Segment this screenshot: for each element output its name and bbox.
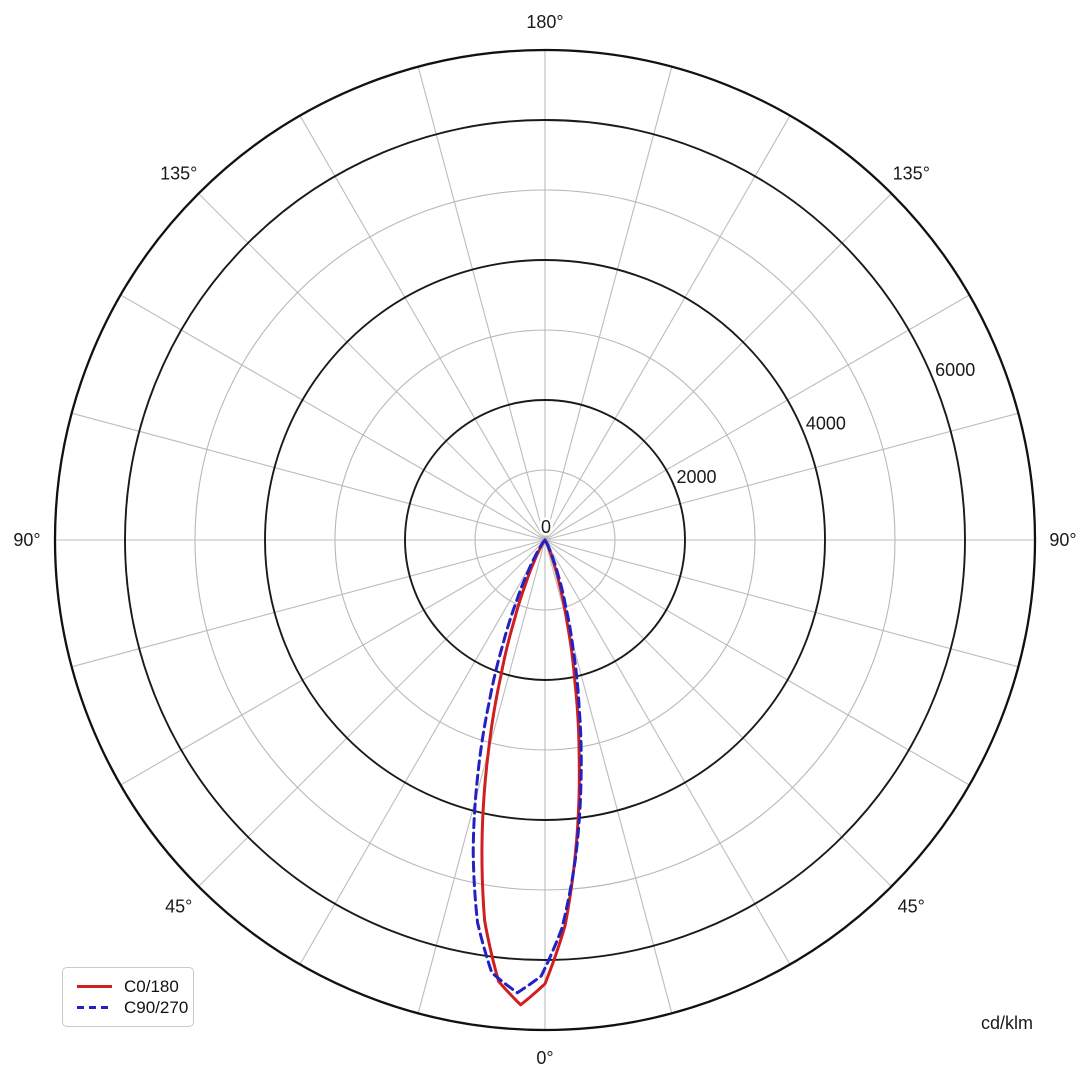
curve-c90-270 xyxy=(471,538,583,995)
grid-spoke xyxy=(198,539,546,887)
dashed-line-swatch-icon xyxy=(77,1006,112,1009)
grid-spoke xyxy=(544,539,791,965)
grid-spoke xyxy=(120,294,546,541)
angle-label: 135° xyxy=(893,164,930,184)
legend: C0/180 C90/270 xyxy=(62,967,194,1027)
grid-spoke xyxy=(544,115,791,541)
grid-ring-major xyxy=(404,399,686,681)
grid-spoke xyxy=(71,539,546,668)
grid-ring-minor xyxy=(474,469,616,611)
grid-spoke xyxy=(544,539,892,887)
unit-label: cd/klm xyxy=(981,1013,1034,1033)
grid-spoke xyxy=(544,412,1019,541)
grid-spoke xyxy=(198,193,546,541)
angle-label: 90° xyxy=(13,530,40,550)
angle-label: 180° xyxy=(526,12,563,32)
legend-label-c90-270: C90/270 xyxy=(124,998,189,1017)
grid-ring-major xyxy=(124,119,966,961)
r-tick-label: 2000 xyxy=(676,467,716,487)
grid-spoke xyxy=(299,115,546,541)
grid-spoke xyxy=(417,539,546,1014)
grid-spoke xyxy=(544,539,970,786)
grid-spoke xyxy=(544,66,673,541)
grid-spoke xyxy=(544,539,1019,668)
r-tick-label: 0 xyxy=(541,517,551,537)
grid-ring-minor xyxy=(194,189,896,891)
solid-line-swatch-icon xyxy=(77,985,112,988)
grid-spoke xyxy=(71,412,546,541)
curve-c0-180 xyxy=(480,538,581,1007)
angle-label: 45° xyxy=(165,896,192,916)
grid-spoke xyxy=(120,539,546,786)
grid-spoke xyxy=(417,66,546,541)
angle-label: 0° xyxy=(536,1048,553,1068)
angle-label: 90° xyxy=(1049,530,1076,550)
grid-spoke xyxy=(544,294,970,541)
grid-ring-major xyxy=(264,259,826,821)
grid-ring-minor xyxy=(334,329,756,751)
r-tick-label: 6000 xyxy=(935,360,975,380)
grid-spoke xyxy=(544,193,892,541)
legend-label-c0-180: C0/180 xyxy=(124,977,179,996)
grid-spoke xyxy=(299,539,546,965)
r-tick-label: 4000 xyxy=(806,414,846,434)
angle-label: 135° xyxy=(160,164,197,184)
outer-ring xyxy=(53,48,1037,1032)
legend-item-c90-270: C90/270 xyxy=(76,998,189,1017)
angle-label: 45° xyxy=(898,896,925,916)
legend-item-c0-180: C0/180 xyxy=(76,978,185,995)
